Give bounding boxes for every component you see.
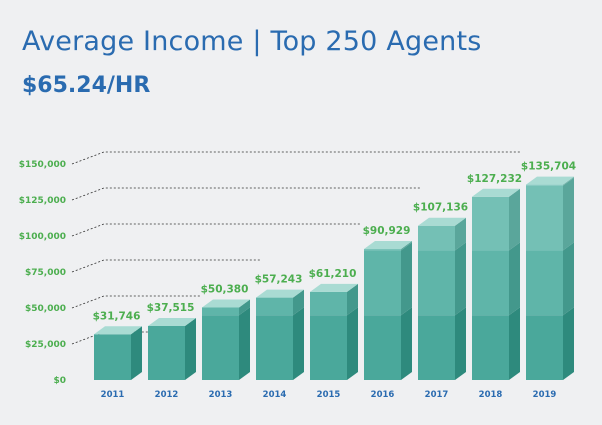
gridline (71, 223, 360, 237)
bar-side (563, 307, 574, 380)
bar-side (455, 242, 466, 316)
bar-segment (526, 250, 563, 316)
bar-segment (202, 315, 239, 380)
x-tick-label: 2016 (371, 390, 395, 400)
x-tick-label: 2011 (101, 390, 125, 400)
data-label: $127,232 (467, 173, 522, 185)
data-label: $61,210 (309, 268, 357, 280)
bar-side (401, 241, 412, 251)
bar-side (509, 307, 520, 380)
bar-side (563, 242, 574, 316)
bar-side (509, 188, 520, 251)
data-label: $107,136 (413, 202, 468, 214)
data-label: $50,380 (201, 283, 249, 295)
bar-side (401, 242, 412, 316)
bar-segment (310, 315, 347, 380)
gridline (71, 259, 260, 273)
y-tick-label: $25,000 (25, 340, 66, 350)
bar-side (293, 289, 304, 316)
bar-side (347, 283, 358, 316)
y-tick-label: $150,000 (19, 160, 66, 170)
bar-segment (418, 315, 455, 380)
bar-side (293, 307, 304, 380)
bar-segment (364, 315, 401, 380)
bar-side (455, 217, 466, 251)
bar-segment (202, 307, 239, 316)
bar-segment (148, 325, 185, 380)
bar-segment (472, 250, 509, 316)
bar-side (185, 317, 196, 380)
bar-segment (526, 184, 563, 186)
bar-side (131, 326, 142, 380)
bar-segment (472, 315, 509, 380)
y-tick-label: $50,000 (25, 304, 66, 314)
gridline (71, 151, 520, 165)
data-label: $31,746 (93, 310, 141, 322)
bar-segment (418, 250, 455, 316)
x-tick-label: 2018 (479, 390, 503, 400)
bar-segment (364, 250, 401, 316)
bar-top (94, 326, 142, 335)
y-tick-label: $75,000 (25, 268, 66, 278)
x-tick-label: 2019 (533, 390, 557, 400)
bar-segment (472, 196, 509, 251)
data-label: $57,243 (255, 274, 303, 286)
bar-top (202, 299, 250, 308)
data-label: $37,515 (147, 302, 195, 314)
bar-top (364, 241, 412, 250)
y-tick-label: $100,000 (19, 232, 66, 242)
bar-side (239, 299, 250, 316)
bar-top (310, 283, 358, 292)
bar-segment (256, 315, 293, 380)
gridline (71, 187, 420, 201)
bar-side (401, 307, 412, 380)
bar-top (256, 289, 304, 298)
bar-top (418, 217, 466, 226)
bar-segment (256, 297, 293, 316)
bar-side (509, 242, 520, 316)
x-tick-label: 2014 (263, 390, 287, 400)
y-tick-label: $125,000 (19, 196, 66, 206)
bar-segment (526, 315, 563, 380)
x-tick-label: 2015 (317, 390, 341, 400)
bar-side (563, 177, 574, 251)
bar-segment (364, 249, 401, 251)
bar-segment (418, 225, 455, 251)
data-label: $90,929 (363, 225, 411, 237)
bar-top (526, 176, 574, 185)
bar-top (472, 188, 520, 197)
x-tick-label: 2013 (209, 390, 233, 400)
data-label: $135,704 (521, 161, 576, 173)
x-tick-label: 2012 (155, 390, 179, 400)
bar-segment (526, 185, 563, 251)
bar-segment (310, 291, 347, 316)
bar-side (563, 176, 574, 186)
x-tick-label: 2017 (425, 390, 449, 400)
bar-side (239, 307, 250, 380)
bar-segment (94, 334, 131, 380)
bar-side (347, 307, 358, 380)
bar-top (148, 317, 196, 326)
y-tick-label: $0 (53, 376, 66, 386)
hourly-rate-subtitle: $65.24/HR (22, 73, 151, 98)
bar-side (455, 307, 466, 380)
chart-title: Average Income | Top 250 Agents (22, 26, 482, 57)
